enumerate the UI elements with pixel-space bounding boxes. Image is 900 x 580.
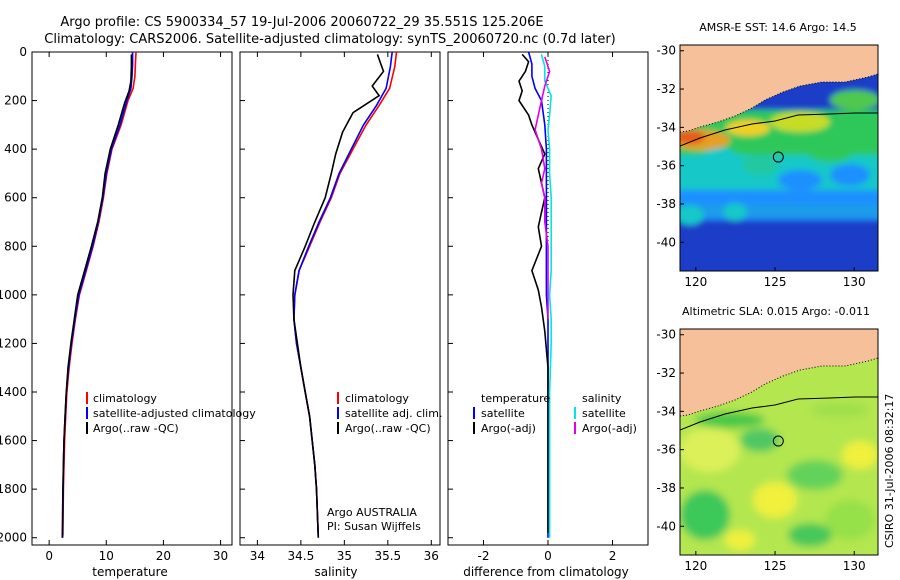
sst-land-mass — [680, 45, 878, 132]
sla_map-xtick-label: 125 — [764, 559, 787, 573]
depth-ytick-label: 1200 — [0, 336, 27, 350]
salinity-xtick-label: 34 — [250, 549, 265, 563]
salinity-xtick-label: 34.5 — [288, 549, 315, 563]
temperature-panel: 0 10 20 30 0 200 400 600 800 1000 1200 1400 1600 180… — [0, 45, 256, 579]
depth-ytick-label: 1600 — [0, 434, 27, 448]
salinity-legend-climatology: climatology — [345, 392, 409, 405]
difference-panel: -2 0 2 difference from climatology tempera… — [447, 51, 649, 579]
sst_map-xtick-label: 130 — [843, 275, 866, 289]
sla-map-panel: Altimetric SLA: 0.015 Argo: -0.011 — [656, 305, 879, 573]
temperature-series-satellite — [61, 52, 134, 538]
salinity-xtick-label: 35.5 — [374, 549, 401, 563]
sst_map-ytick-label: -34 — [656, 120, 676, 134]
sla-coastline — [680, 357, 878, 417]
salinity-series-satellite — [293, 51, 393, 538]
depth-ytick-label: 1400 — [0, 385, 27, 399]
depth-ytick-label: 0 — [19, 45, 27, 59]
temperature-xtick-label: 30 — [213, 549, 228, 563]
difference-legend-salinity-title: salinity — [582, 392, 622, 405]
sst-map-panel: AMSR-E SST: 14.6 Argo: 14.5 — [656, 21, 879, 289]
difference-series-salinity-argo — [534, 56, 551, 320]
figure-title-line1: Argo profile: CS 5900334_57 19-Jul-2006 … — [60, 15, 543, 30]
difference-series-salinity-satellite — [540, 54, 553, 538]
sst-front-contour — [680, 112, 878, 147]
depth-ytick-label: 1800 — [0, 482, 27, 496]
sst_map-ytick-label: -38 — [656, 197, 676, 211]
temperature-legend-climatology: climatology — [93, 392, 157, 405]
sst_map-ytick-label: -32 — [656, 82, 676, 96]
depth-ytick-label: 200 — [4, 94, 27, 108]
csiro-timestamp: CSIRO 31-Jul-2006 08:32:17 — [883, 394, 896, 548]
salinity-xtick-label: 36 — [424, 549, 439, 563]
sst-argo-location-marker — [772, 151, 784, 163]
depth-ytick-label: 2000 — [0, 531, 27, 545]
depth-ytick-label: 1000 — [0, 288, 27, 302]
salinity-legend: climatology satellite adj. clim. Argo(..… — [337, 392, 442, 435]
temperature-xtick-label: 20 — [156, 549, 171, 563]
salinity-legend-argo: Argo(..raw -QC) — [345, 422, 431, 435]
sst_map-ytick-label: -36 — [656, 159, 676, 173]
figure-title-line2: Climatology: CARS2006. Satellite-adjuste… — [44, 32, 616, 47]
sla-front-contour — [680, 396, 878, 431]
difference-legend-temperature: temperature satellite Argo(-adj) — [473, 392, 550, 435]
temperature-xlabel: temperature — [92, 565, 167, 579]
salinity-legend-satellite: satellite adj. clim. — [345, 407, 442, 420]
depth-ytick-label: 400 — [4, 142, 27, 156]
salinity-xtick-label: 35 — [337, 549, 352, 563]
temperature-legend-satellite: satellite-adjusted climatology — [93, 407, 256, 420]
salinity-annotation-pi: PI: Susan Wijffels — [327, 520, 421, 533]
sst_map-xtick-label: 120 — [684, 275, 707, 289]
sla_map-ytick-label: -40 — [656, 519, 676, 533]
difference-xtick-label: -2 — [477, 549, 489, 563]
sla_map-ytick-label: -38 — [656, 481, 676, 495]
difference-xlabel: difference from climatology — [463, 565, 629, 579]
difference-legend-temperature-title: temperature — [481, 392, 550, 405]
difference-xtick-label: 0 — [544, 549, 552, 563]
temperature-legend: climatology satellite-adjusted climatolo… — [86, 392, 256, 435]
sst-map-title: AMSR-E SST: 14.6 Argo: 14.5 — [699, 21, 857, 34]
sla_map-xtick-label: 120 — [684, 559, 707, 573]
salinity-xlabel: salinity — [314, 565, 357, 579]
temperature-series-climatology — [62, 51, 137, 536]
salinity-panel: 34 34.5 35 35.5 36 salinity climatology sate… — [239, 51, 442, 579]
temperature-legend-argo: Argo(..raw -QC) — [93, 422, 179, 435]
sla-map-title: Altimetric SLA: 0.015 Argo: -0.011 — [682, 305, 870, 318]
salinity-axes-frame — [239, 51, 441, 546]
sla-land-mass — [680, 329, 878, 416]
salinity-annotation-argo: Argo AUSTRALIA — [327, 506, 417, 519]
sla_map-ytick-label: -34 — [656, 404, 676, 418]
depth-ytick-label: 800 — [4, 239, 27, 253]
difference-legend-temperature-argo: Argo(-adj) — [481, 422, 536, 435]
sst-map-frame — [679, 44, 879, 272]
difference-series-temperature-argo — [518, 53, 549, 533]
sst_map-ytick-label: -40 — [656, 235, 676, 249]
sst-coastline — [680, 73, 878, 133]
sla_map-ytick-label: -32 — [656, 366, 676, 380]
sla_map-ytick-label: -30 — [656, 328, 676, 342]
sst_map-xtick-label: 125 — [764, 275, 787, 289]
difference-legend-temperature-satellite: satellite — [481, 407, 525, 420]
salinity-series-argo — [292, 54, 385, 538]
temperature-xtick-label: 10 — [99, 549, 114, 563]
sst_map-ytick-label: -30 — [656, 44, 676, 58]
sla-argo-location-marker — [772, 435, 784, 447]
depth-ytick-label: 600 — [4, 191, 27, 205]
temperature-series-argo — [61, 54, 133, 538]
sla-map-frame — [679, 328, 879, 556]
sla_map-ytick-label: -36 — [656, 443, 676, 457]
difference-xtick-label: 2 — [609, 549, 617, 563]
difference-legend-salinity-argo: Argo(-adj) — [582, 422, 637, 435]
salinity-series-climatology — [293, 51, 398, 536]
difference-legend-salinity: salinity satellite Argo(-adj) — [574, 392, 637, 435]
temperature-axes-frame — [31, 51, 233, 546]
temperature-xtick-label: 0 — [45, 549, 53, 563]
difference-legend-salinity-satellite: satellite — [582, 407, 626, 420]
sla_map-xtick-label: 130 — [843, 559, 866, 573]
